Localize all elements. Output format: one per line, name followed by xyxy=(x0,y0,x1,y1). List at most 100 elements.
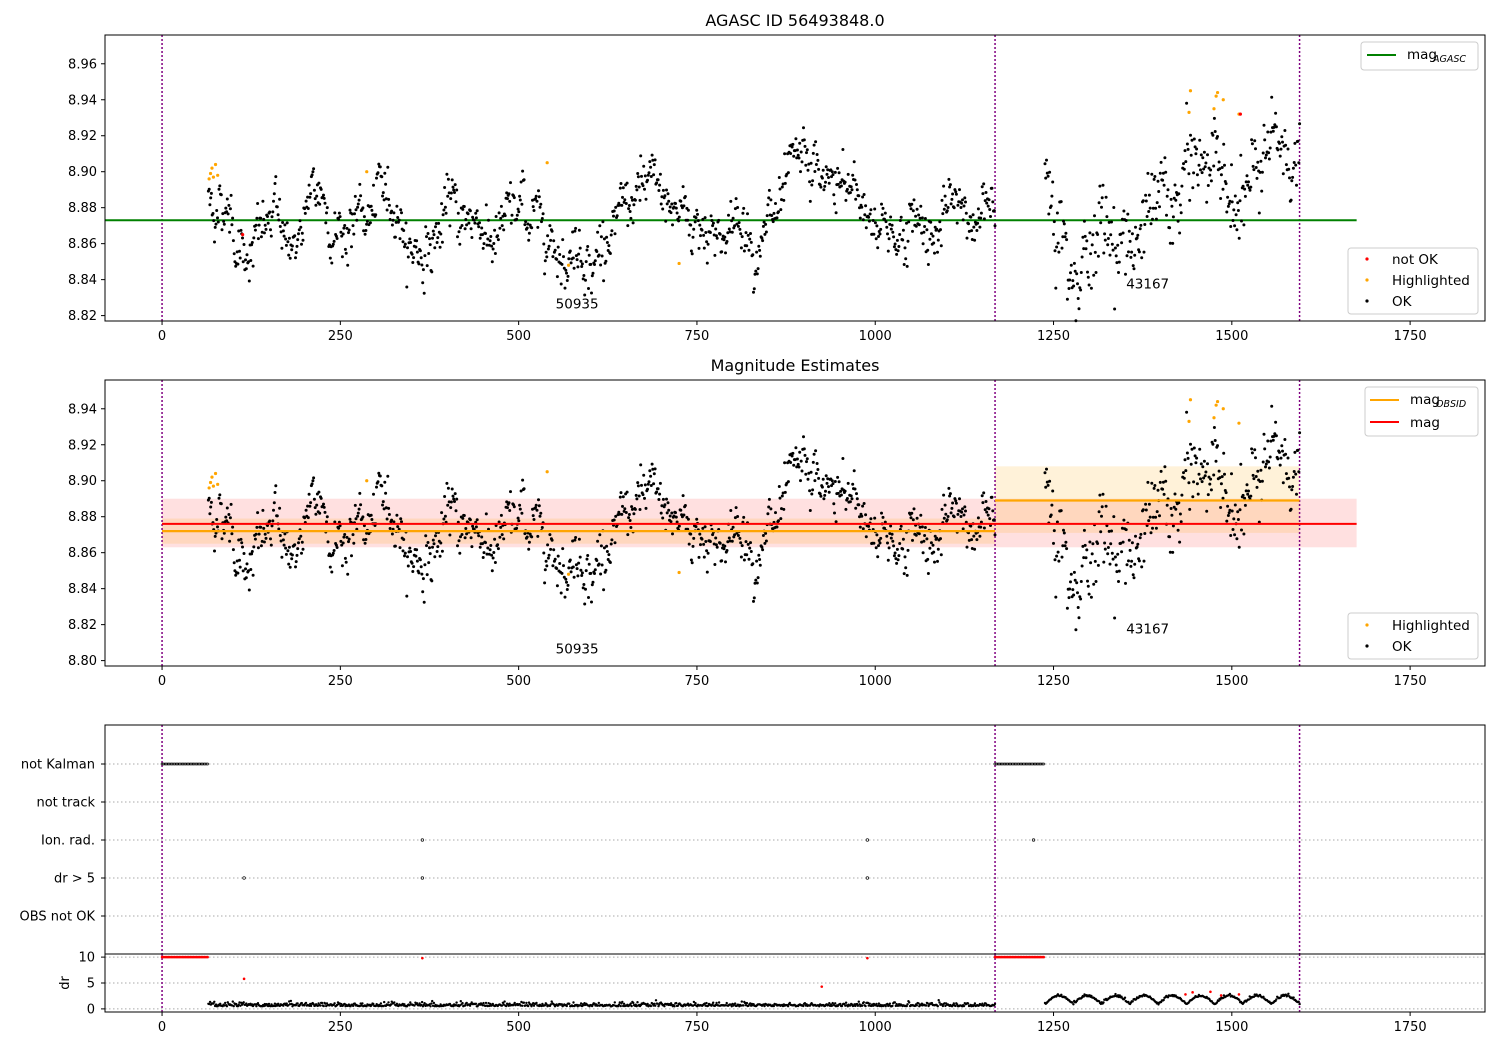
ok-point xyxy=(1196,183,1200,187)
ok-point xyxy=(532,209,536,212)
ok-point xyxy=(1250,138,1254,142)
ok-point xyxy=(679,199,683,203)
ok-point xyxy=(586,554,590,557)
ok-point xyxy=(509,181,512,185)
ok-point xyxy=(480,226,484,230)
ok-point xyxy=(929,220,933,224)
ok-point xyxy=(512,196,516,200)
ok-point xyxy=(1185,101,1189,105)
ok-point xyxy=(689,558,693,562)
ok-point xyxy=(319,187,323,191)
ok-point xyxy=(543,259,547,263)
ok-point xyxy=(1069,271,1072,275)
ok-point xyxy=(299,225,303,229)
ok-point xyxy=(1185,410,1189,414)
ok-point xyxy=(384,491,388,495)
ok-point xyxy=(253,537,257,541)
highlighted-point xyxy=(213,471,218,476)
ok-point xyxy=(979,211,983,215)
ok-point xyxy=(661,188,665,192)
ok-point xyxy=(384,182,388,186)
ok-point xyxy=(300,551,303,555)
highlighted-point xyxy=(566,572,571,576)
ok-point xyxy=(209,191,213,195)
ok-point xyxy=(531,514,535,518)
ok-point xyxy=(1117,569,1121,573)
ok-point xyxy=(651,467,655,471)
ok-point xyxy=(814,449,818,453)
ok-point xyxy=(318,202,322,206)
ok-point xyxy=(241,236,244,240)
ok-point xyxy=(1152,486,1156,490)
legend-estimates-lines: mag OBSID mag xyxy=(1364,386,1479,437)
dr-point xyxy=(692,1000,696,1004)
ok-point xyxy=(677,524,681,528)
ok-point xyxy=(778,187,782,191)
ok-point xyxy=(252,236,256,240)
dr-point xyxy=(956,1003,959,1006)
ok-point xyxy=(282,543,286,547)
ok-point xyxy=(1263,138,1267,142)
ok-point xyxy=(399,517,403,521)
ok-point xyxy=(509,221,513,225)
ok-point xyxy=(634,493,638,497)
ok-point xyxy=(1192,137,1196,141)
ok-point xyxy=(950,197,954,201)
ok-point xyxy=(700,537,704,541)
ok-point xyxy=(593,572,596,575)
ok-point xyxy=(1099,221,1103,225)
ok-point xyxy=(384,506,388,510)
dr-point xyxy=(423,1002,426,1005)
ok-point xyxy=(1090,552,1094,556)
ok-point xyxy=(898,233,902,236)
ok-point xyxy=(561,547,565,551)
dr-point xyxy=(459,1000,462,1003)
ok-point xyxy=(1065,606,1069,610)
ok-point xyxy=(636,484,640,488)
ok-point xyxy=(1243,187,1247,191)
ok-point xyxy=(734,506,738,510)
ok-point xyxy=(929,232,933,236)
ok-point xyxy=(797,156,801,160)
highlighted-point xyxy=(1188,398,1193,402)
ok-point xyxy=(1108,562,1112,566)
ok-point xyxy=(770,214,774,217)
ok-point xyxy=(601,220,605,224)
ok-point xyxy=(262,231,266,235)
ok-point xyxy=(293,234,297,238)
ok-point xyxy=(548,224,552,228)
ok-point xyxy=(1154,526,1158,530)
dr-point xyxy=(981,1002,984,1005)
ok-point xyxy=(436,545,440,549)
ok-point xyxy=(701,217,705,221)
ok-point xyxy=(1196,492,1200,496)
ok-point xyxy=(354,208,358,212)
ok-point xyxy=(1111,248,1115,252)
ok-point xyxy=(689,249,693,253)
ok-point xyxy=(361,515,365,519)
ok-point xyxy=(255,525,259,529)
ok-point xyxy=(1107,220,1111,224)
ok-point xyxy=(1135,545,1139,549)
y-tick-label: 8.80 xyxy=(68,654,97,669)
flag-point xyxy=(198,762,202,766)
dr-point xyxy=(1217,999,1220,1003)
ok-point xyxy=(724,560,727,564)
ok-point xyxy=(1192,446,1196,450)
ok-point xyxy=(540,217,544,220)
ok-point xyxy=(820,485,824,489)
ok-point xyxy=(752,287,756,291)
dr-point xyxy=(1072,1003,1075,1006)
ok-point xyxy=(735,531,739,535)
ok-point xyxy=(478,221,481,225)
ok-point xyxy=(843,489,847,493)
ok-point xyxy=(1169,197,1173,201)
ok-point xyxy=(375,485,378,489)
flag-point xyxy=(196,762,200,766)
ok-point xyxy=(858,525,862,529)
ok-point xyxy=(689,223,693,227)
ok-point xyxy=(660,195,664,199)
ok-point xyxy=(1072,284,1076,288)
ok-point xyxy=(893,551,897,555)
dr-point xyxy=(617,1003,621,1006)
